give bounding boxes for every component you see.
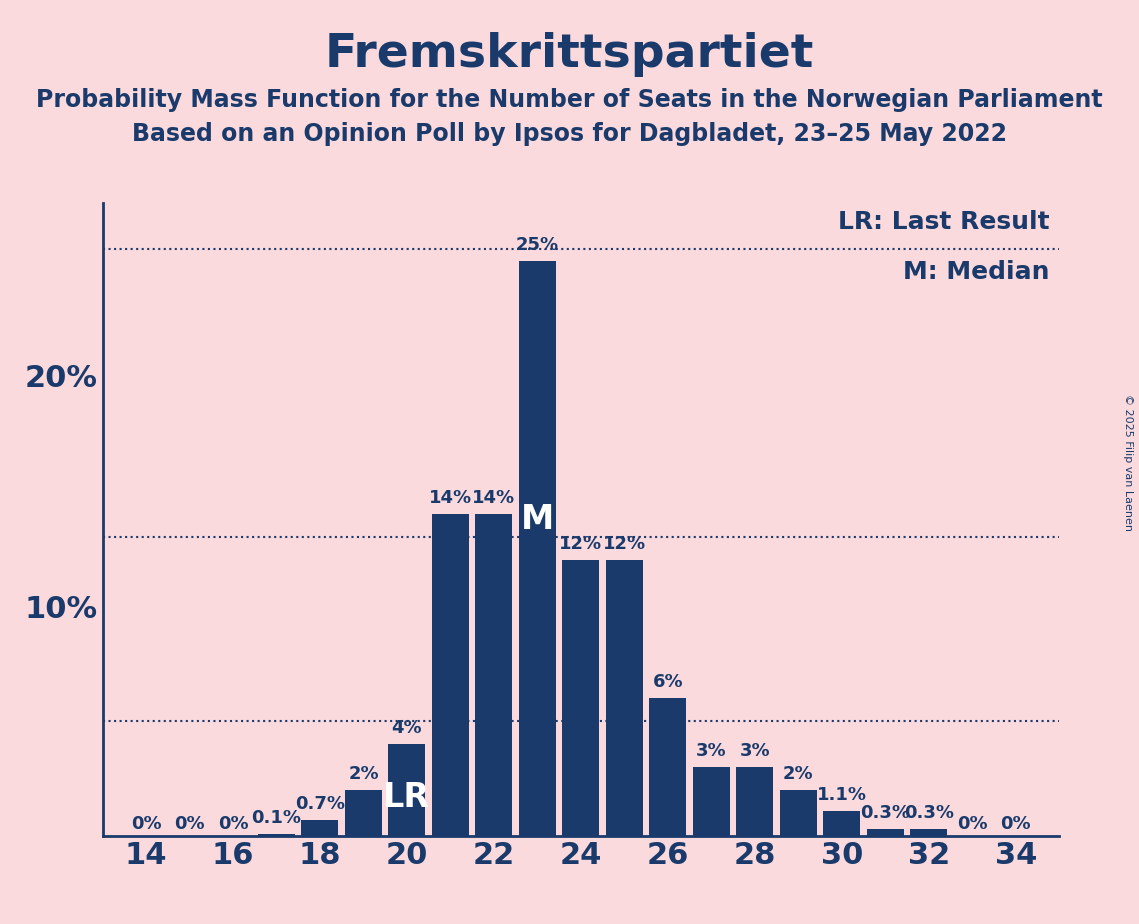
Text: 2%: 2% [349,765,379,784]
Text: Based on an Opinion Poll by Ipsos for Dagbladet, 23–25 May 2022: Based on an Opinion Poll by Ipsos for Da… [132,122,1007,146]
Text: 0.1%: 0.1% [252,809,302,827]
Bar [737,767,773,836]
Text: 0.7%: 0.7% [295,796,345,813]
Text: 4%: 4% [392,719,423,737]
Bar [606,560,642,836]
Text: Probability Mass Function for the Number of Seats in the Norwegian Parliament: Probability Mass Function for the Number… [36,88,1103,112]
Bar [693,767,730,836]
Text: 14%: 14% [429,489,472,507]
Text: 0%: 0% [218,815,248,833]
Text: 2%: 2% [782,765,813,784]
Text: 0%: 0% [957,815,988,833]
Text: M: Median: M: Median [903,261,1050,285]
Bar [432,514,469,836]
Text: 0%: 0% [131,815,162,833]
Bar [563,560,599,836]
Bar [475,514,513,836]
Bar [649,699,687,836]
Text: 3%: 3% [696,742,727,760]
Bar [910,830,948,836]
Text: LR: LR [384,781,431,814]
Text: 0%: 0% [174,815,205,833]
Text: 0%: 0% [1000,815,1031,833]
Bar [388,744,425,836]
Bar [519,261,556,836]
Text: 14%: 14% [473,489,516,507]
Bar [780,790,817,836]
Bar [867,830,904,836]
Text: 12%: 12% [603,535,646,553]
Text: 0.3%: 0.3% [904,805,953,822]
Text: 12%: 12% [559,535,603,553]
Text: © 2025 Filip van Laenen: © 2025 Filip van Laenen [1123,394,1133,530]
Text: 1.1%: 1.1% [817,786,867,804]
Text: 25%: 25% [516,236,559,254]
Text: 3%: 3% [739,742,770,760]
Bar [257,834,295,836]
Text: LR: Last Result: LR: Last Result [838,210,1050,234]
Text: Fremskrittspartiet: Fremskrittspartiet [325,32,814,78]
Bar [345,790,382,836]
Text: 6%: 6% [653,674,683,691]
Text: 0.3%: 0.3% [860,805,910,822]
Text: M: M [521,504,554,536]
Bar [302,821,338,836]
Bar [823,811,860,836]
